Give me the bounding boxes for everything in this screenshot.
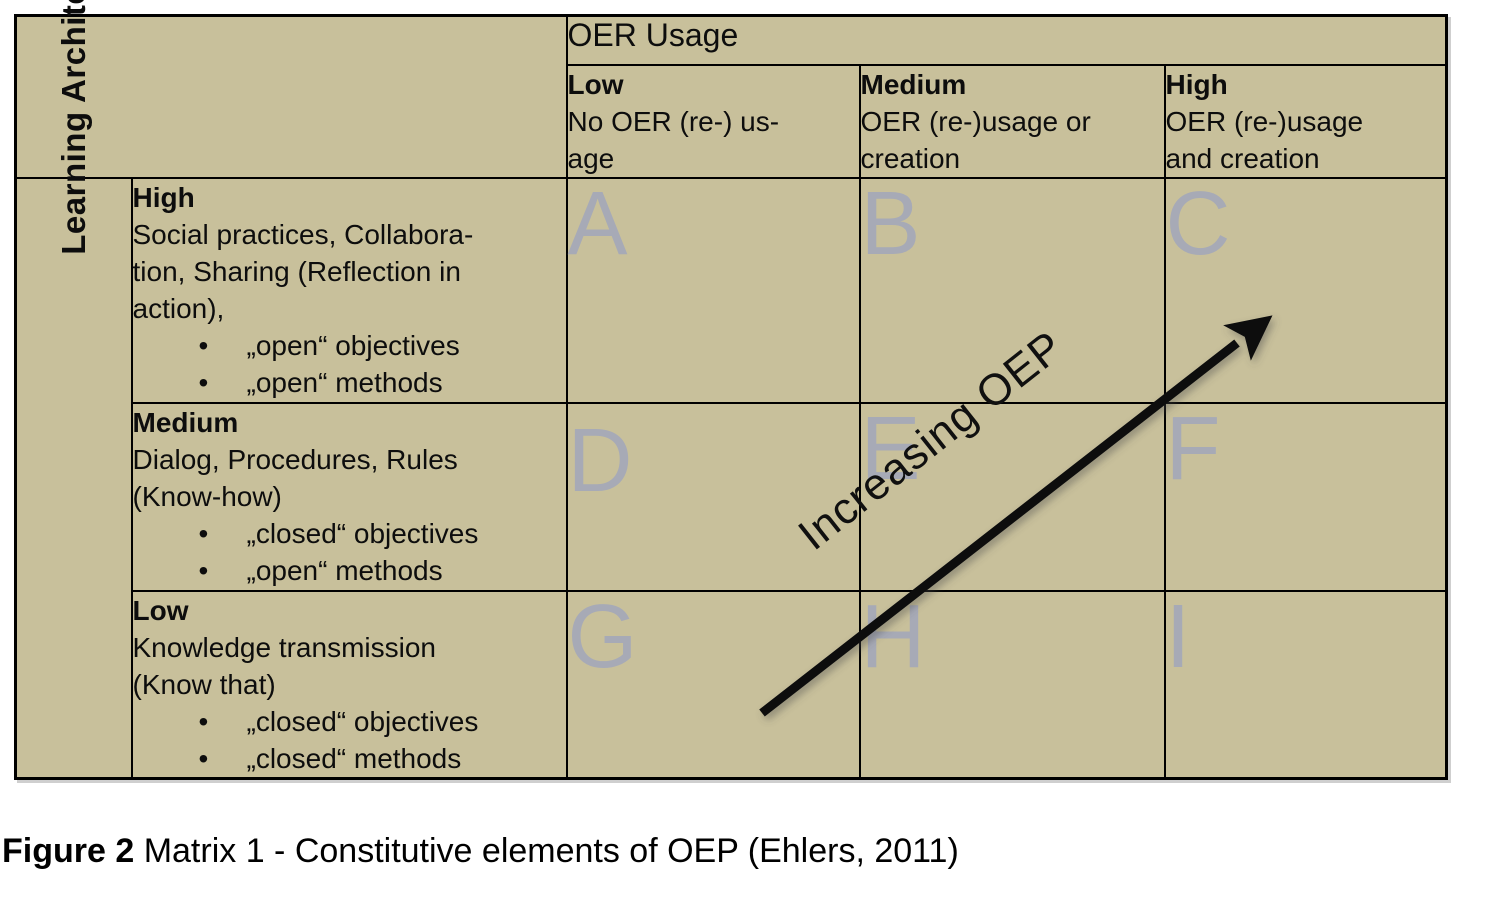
cell-letter: I: [1165, 586, 1191, 687]
bullet-dot-icon: •: [198, 329, 209, 361]
learning-architecture-label-cell: Learning Architecture: [14, 0, 133, 780]
bullet-text: „open“ methods: [246, 554, 443, 586]
row-title: High: [132, 181, 195, 213]
cell-letter: A: [567, 173, 628, 274]
cell-i: I: [1163, 589, 1448, 780]
bullet-text: „open“ methods: [246, 366, 443, 398]
row-descriptor-high: High Social practices, Collabora- tion, …: [130, 176, 568, 404]
cell-a: A: [565, 176, 861, 404]
row-title: Medium: [132, 406, 239, 438]
cell-d: D: [565, 401, 861, 592]
cell-letter: H: [860, 586, 926, 687]
row-descriptor-low: Low Knowledge transmission (Know that) •…: [130, 589, 568, 780]
figure-caption-text: Matrix 1 - Constitutive elements of OEP …: [134, 832, 959, 870]
bullet-dot-icon: •: [198, 705, 209, 737]
figure-caption: Figure 2 Matrix 1 - Constitutive element…: [2, 832, 959, 871]
bullet-text: „closed“ objectives: [246, 705, 479, 737]
column-header-high: High OER (re-)usage and creation: [1163, 63, 1448, 179]
cell-b: B: [858, 176, 1166, 404]
bullet-text: „closed“ methods: [246, 742, 462, 774]
row-description: Social practices, Collabora- tion, Shari…: [132, 218, 474, 324]
bullet-item: • „closed“ methods: [133, 740, 566, 777]
bullet-item: • „closed“ objectives: [133, 515, 566, 552]
row-title: Low: [132, 594, 189, 626]
row-descriptor-medium: Medium Dialog, Procedures, Rules (Know-h…: [130, 401, 568, 592]
bullet-item: • „open“ objectives: [133, 327, 566, 364]
column-subtitle: OER (re-)usage or creation: [860, 105, 1091, 174]
bullet-dot-icon: •: [198, 742, 209, 774]
row-description: Dialog, Procedures, Rules (Know-how): [132, 443, 458, 512]
bullet-dot-icon: •: [198, 366, 209, 398]
oer-usage-header: OER Usage: [565, 14, 1448, 66]
cell-c: C: [1163, 176, 1448, 404]
cell-h: H: [858, 589, 1166, 780]
learning-architecture-label: Learning Architecture: [54, 0, 92, 255]
cell-g: G: [565, 589, 861, 780]
cell-letter: B: [860, 173, 921, 274]
column-subtitle: OER (re-)usage and creation: [1165, 105, 1364, 174]
column-title: High: [1165, 68, 1228, 100]
column-title: Medium: [860, 68, 967, 100]
row-description: Knowledge transmission (Know that): [132, 631, 437, 700]
cell-e: E: [858, 401, 1166, 592]
corner-cell: [14, 14, 568, 179]
column-header-low: Low No OER (re-) us- age: [565, 63, 861, 179]
cell-letter: D: [567, 410, 633, 511]
cell-letter: C: [1165, 173, 1231, 274]
bullet-dot-icon: •: [198, 554, 209, 586]
cell-letter: F: [1165, 398, 1221, 499]
column-title: Low: [567, 68, 624, 100]
bullet-item: • „open“ methods: [133, 364, 566, 401]
cell-letter: E: [860, 398, 921, 499]
bullet-dot-icon: •: [198, 517, 209, 549]
cell-f: F: [1163, 401, 1448, 592]
column-subtitle: No OER (re-) us- age: [567, 105, 780, 174]
bullet-item: • „open“ methods: [133, 552, 566, 589]
bullet-text: „closed“ objectives: [246, 517, 479, 549]
bullet-item: • „closed“ objectives: [133, 703, 566, 740]
oep-matrix-table: OER Usage Low No OER (re-) us- age Mediu…: [14, 0, 1449, 780]
cell-letter: G: [567, 586, 638, 687]
bullet-text: „open“ objectives: [246, 329, 460, 361]
column-header-medium: Medium OER (re-)usage or creation: [858, 63, 1166, 179]
figure-caption-number: Figure 2: [2, 832, 135, 870]
